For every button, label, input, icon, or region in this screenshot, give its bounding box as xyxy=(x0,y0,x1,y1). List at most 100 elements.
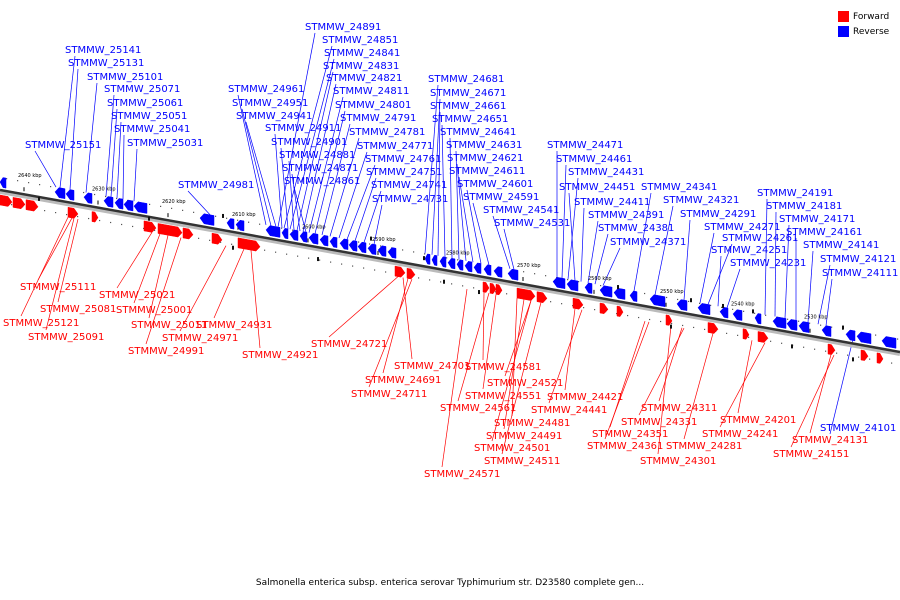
leader-line xyxy=(737,340,753,414)
minor-tick-top xyxy=(182,209,184,211)
leader-line xyxy=(466,189,482,264)
minor-tick-bottom xyxy=(154,229,156,232)
reverse-gene-label: STMMW_24231 xyxy=(730,258,806,269)
minor-tick-bottom xyxy=(297,255,299,257)
reverse-gene-label: STMMW_24121 xyxy=(820,254,896,265)
reverse-gene-label: STMMW_24791 xyxy=(340,113,416,124)
minor-tick-bottom xyxy=(363,267,365,269)
leader-line xyxy=(790,354,835,448)
minor-tick-bottom xyxy=(748,336,750,338)
reverse-gene-arrow xyxy=(697,303,711,316)
minor-tick-top xyxy=(787,318,789,320)
reverse-gene-arrow xyxy=(133,201,148,214)
leader-line xyxy=(431,98,441,255)
tick-label: 2560 kbp xyxy=(588,276,612,282)
minor-tick-top xyxy=(699,302,701,305)
reverse-gene-arrow xyxy=(65,189,75,201)
forward-gene-label: STMMW_25081 xyxy=(40,304,116,315)
forward-gene-arrow xyxy=(536,291,548,304)
minor-tick-bottom xyxy=(440,281,442,283)
reverse-gene-label: STMMW_24161 xyxy=(786,227,862,238)
minor-tick-bottom xyxy=(143,227,145,230)
leader-line xyxy=(482,292,485,361)
forward-gene-label: STMMW_25011 xyxy=(131,320,207,331)
reverse-gene-arrow xyxy=(83,192,93,204)
leader-line xyxy=(179,245,227,332)
minor-tick-bottom xyxy=(99,219,101,222)
forward-gene-arrow xyxy=(12,197,26,210)
leader-line xyxy=(237,94,267,225)
leader-line xyxy=(34,150,57,188)
leader-line xyxy=(472,202,490,266)
reverse-gene-label: STMMW_24191 xyxy=(757,188,833,199)
leader-line xyxy=(45,218,75,331)
feature-mark xyxy=(317,257,319,262)
minor-tick-top xyxy=(226,217,228,219)
reverse-gene-label: STMMW_24741 xyxy=(371,180,447,191)
minor-tick-bottom xyxy=(891,362,893,364)
leader-line xyxy=(456,163,467,261)
forward-gene-label: STMMW_24491 xyxy=(486,431,562,442)
feature-mark xyxy=(443,279,445,284)
reverse-gene-label: STMMW_24831 xyxy=(323,61,399,72)
leader-line xyxy=(133,233,161,304)
reverse-gene-label: STMMW_24801 xyxy=(335,100,411,111)
leader-line xyxy=(424,84,439,254)
reverse-gene-arrow xyxy=(719,307,729,319)
minor-tick-bottom xyxy=(561,303,563,305)
leader-line xyxy=(455,150,460,260)
minor-tick-top xyxy=(28,182,30,184)
feature-mark xyxy=(423,256,425,261)
leader-line xyxy=(511,298,518,417)
minor-tick-bottom xyxy=(286,253,288,255)
minor-tick-top xyxy=(600,285,602,287)
feature-mark xyxy=(232,245,234,250)
feature-mark xyxy=(38,196,40,201)
forward-gene-arrow xyxy=(599,302,609,314)
minor-tick-bottom xyxy=(649,318,651,321)
legend-forward-label: Forward xyxy=(853,11,890,22)
forward-gene-arrow xyxy=(482,281,490,293)
reverse-gene-label: STMMW_24731 xyxy=(372,194,448,205)
reverse-gene-label: STMMW_24181 xyxy=(766,201,842,212)
reverse-gene-arrow xyxy=(235,219,245,232)
forward-gene-arrow xyxy=(876,352,884,364)
leader-line xyxy=(213,248,245,319)
minor-tick-top xyxy=(237,219,239,221)
leader-line xyxy=(699,232,715,304)
leader-line xyxy=(241,108,272,226)
leader-line xyxy=(122,134,125,200)
forward-gene-arrow xyxy=(495,283,503,296)
forward-gene-label: STMMW_24521 xyxy=(487,378,563,389)
reverse-gene-label: STMMW_25101 xyxy=(87,72,163,83)
minor-tick-top xyxy=(831,326,833,328)
reverse-gene-label: STMMW_24631 xyxy=(446,140,522,151)
reverse-gene-arrow xyxy=(881,336,897,349)
feature-mark xyxy=(852,357,854,362)
reverse-gene-label: STMMW_25071 xyxy=(104,84,180,95)
minor-tick-bottom xyxy=(583,307,585,309)
reverse-gene-arrow xyxy=(114,198,124,210)
forward-gene-label: STMMW_24511 xyxy=(484,456,560,467)
minor-tick-bottom xyxy=(616,312,618,315)
reverse-gene-arrow xyxy=(447,257,456,270)
minor-tick-bottom xyxy=(704,328,706,331)
reverse-gene-label: STMMW_24761 xyxy=(365,154,441,165)
reverse-gene-label: STMMW_24611 xyxy=(449,166,525,177)
forward-gene-label: STMMW_25021 xyxy=(99,290,175,301)
leader-line xyxy=(568,192,576,281)
tick-label: 2530 kbp xyxy=(804,315,828,321)
reverse-gene-arrow xyxy=(676,299,688,311)
minor-tick-bottom xyxy=(418,277,420,279)
tick-label: 2570 kbp xyxy=(517,263,541,269)
reverse-gene-arrow xyxy=(199,213,215,226)
minor-tick-top xyxy=(413,251,415,253)
minor-tick-bottom xyxy=(462,285,464,287)
minor-tick-top xyxy=(897,338,899,340)
forward-gene-arrow xyxy=(211,232,223,245)
leader-line xyxy=(133,148,138,202)
leader-line xyxy=(580,207,585,282)
minor-tick-bottom xyxy=(572,305,574,307)
feature-mark xyxy=(148,216,150,221)
reverse-gene-arrow xyxy=(507,268,519,281)
